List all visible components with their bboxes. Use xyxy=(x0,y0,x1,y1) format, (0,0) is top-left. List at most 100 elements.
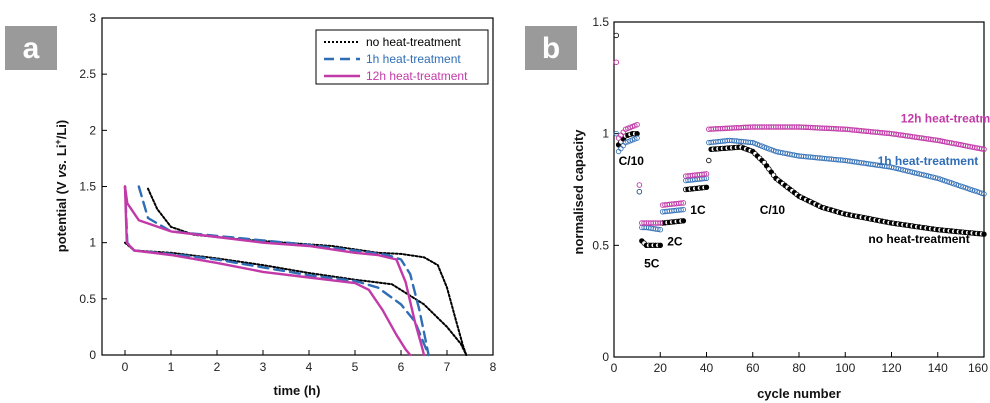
panel-a-y-label-part-1: potential (V xyxy=(54,178,69,252)
panel-a-series-12h-heat-treatment xyxy=(123,185,426,357)
panel-a-x-tick-label: 0 xyxy=(122,360,129,374)
panel-a-series xyxy=(123,185,468,357)
panel-b-x-tick-label: 60 xyxy=(746,361,760,375)
panel-a-line-no-heat-treatment-upper xyxy=(147,187,468,356)
panel-a-line-1h-heat-treatment-lower xyxy=(123,185,430,357)
panel-b-point-1h-heat-treatment xyxy=(953,181,959,188)
panel-b-ticks: 0 20 40 60 80 100 120 140 160 0 0.5 1 1.5 xyxy=(592,15,988,375)
panel-b-point-no-heat-treatment xyxy=(703,184,710,190)
panel-a-series-1h-heat-treatment xyxy=(123,185,430,357)
panel-b-point-1h-heat-treatment xyxy=(955,182,962,189)
panel-a-line-1h-heat-treatment-upper xyxy=(137,185,430,357)
panel-b-point-1h-heat-treatment xyxy=(942,177,948,184)
panel-b-point-1h-heat-treatment xyxy=(944,178,950,185)
panel-b-badge xyxy=(525,26,577,70)
panel-b-x-tick-label: 0 xyxy=(611,361,618,375)
panel-b-point-1h-heat-treatment xyxy=(935,175,941,181)
panel-b-point-1h-heat-treatment xyxy=(979,190,985,196)
panel-a-y-label-part-2: vs. xyxy=(54,160,69,178)
panel-b-x-tick-label: 120 xyxy=(881,361,901,375)
panel-b-point-12h-heat-treatment xyxy=(680,200,687,206)
panel-a-x-tick-label: 4 xyxy=(306,360,313,374)
panel-b-annotation-5c: 5C xyxy=(644,257,660,271)
panel-b-point-12h-heat-treatment xyxy=(981,146,987,153)
panel-a-y-axis-label: potential (V vs. Li+/Li) xyxy=(53,120,69,252)
panel-b-series-no-heat-treatment xyxy=(613,32,987,248)
panel-b-point-1h-heat-treatment xyxy=(937,176,943,182)
panel-b-annotation-2c: 2C xyxy=(667,234,683,248)
panel-a-legend-label-12h-heat-treatment: 12h heat-treatment xyxy=(366,69,468,83)
panel-a-line-no-heat-treatment-lower xyxy=(124,241,468,356)
panel-b-point-no-heat-treatment xyxy=(706,157,712,164)
panel-b-x-tick-label: 100 xyxy=(835,361,855,375)
panel-b-point-1h-heat-treatment xyxy=(680,206,687,213)
panel-b-point-1h-heat-treatment xyxy=(946,179,952,185)
panel-a-y-label-part-3: Li xyxy=(54,145,69,160)
panel-a-line-12h-heat-treatment-lower xyxy=(123,185,412,357)
panel-a-y-tick-label: 1.5 xyxy=(79,180,96,194)
panel-a-x-tick-label: 8 xyxy=(490,360,497,374)
panel-b-point-1h-heat-treatment xyxy=(981,191,987,197)
panel-b-point-1h-heat-treatment xyxy=(634,135,640,141)
panel-a-x-axis-label: time (h) xyxy=(274,383,321,398)
panel-a-ticks: 0 1 2 3 4 5 6 7 8 0 0.5 1 1.5 2 2.5 3 xyxy=(79,11,496,374)
panel-b-x-axis-label: cycle number xyxy=(757,386,841,401)
panel-b-point-1h-heat-treatment xyxy=(976,189,983,196)
panel-b-annotation-1h-heat-treatment: 1h heat-treatment xyxy=(878,154,979,168)
panel-a-y-label-part-4: + xyxy=(53,139,63,144)
panel-b-point-1h-heat-treatment xyxy=(939,177,946,183)
panel-a-x-tick-label: 6 xyxy=(398,360,405,374)
panel-b-point-no-heat-treatment xyxy=(680,218,687,224)
panel-b-series-1h-heat-treatment xyxy=(613,130,987,233)
panel-b-y-tick-label: 1 xyxy=(602,127,609,141)
panel-b-point-no-heat-treatment xyxy=(634,130,640,137)
panel-b-point-12h-heat-treatment xyxy=(613,59,620,65)
panel-a-line-12h-heat-treatment-upper xyxy=(123,185,426,357)
panel-b-point-1h-heat-treatment xyxy=(948,180,955,186)
panel-b-series xyxy=(613,32,987,248)
panel-a-legend-label-1h-heat-treatment: 1h heat-treatment xyxy=(366,52,461,66)
panel-b-annotation-1c: 1C xyxy=(690,203,706,217)
panel-b-point-12h-heat-treatment xyxy=(678,200,684,206)
panel-a-chart: a 0 1 2 3 4 5 6 7 8 0 0.5 1 1.5 2 2.5 3 no heat-treatme… xyxy=(5,11,497,398)
panel-a-legend-label-no-heat-treatment: no heat-treatment xyxy=(366,35,461,49)
panel-b-letter: b xyxy=(542,32,560,65)
panel-a-letter: a xyxy=(23,32,40,65)
panel-b-point-12h-heat-treatment xyxy=(636,182,643,188)
panel-b-point-12h-heat-treatment xyxy=(655,220,661,226)
panel-a-x-tick-label: 5 xyxy=(352,360,359,374)
panel-b-x-tick-label: 20 xyxy=(654,361,668,375)
panel-b-point-no-heat-treatment xyxy=(657,242,663,248)
panel-b-x-tick-label: 40 xyxy=(700,361,714,375)
panel-b-annotation-c-10: C/10 xyxy=(760,203,786,217)
panel-a-y-tick-label: 0.5 xyxy=(79,292,96,306)
panel-b-chart: b 0 20 40 60 80 100 120 140 160 0 0.5 1 1.5 C/10 5C 2C… xyxy=(525,15,990,401)
panel-b-x-tick-label: 160 xyxy=(968,361,988,375)
panel-b-point-1h-heat-treatment xyxy=(969,187,976,193)
panel-b-series-12h-heat-treatment xyxy=(613,59,987,226)
panel-b-x-tick-label: 140 xyxy=(928,361,948,375)
panel-b-annotations: C/10 5C 2C 1C C/10 12h heat-treatment 1h heat-… xyxy=(619,112,990,271)
panel-a-y-label-part-5: /Li) xyxy=(54,120,69,140)
panel-b-y-axis-label: normalised capacity xyxy=(571,129,586,255)
panel-b-point-1h-heat-treatment xyxy=(655,226,661,232)
panel-b-y-tick-label: 0 xyxy=(602,350,609,364)
panel-b-point-1h-heat-treatment xyxy=(636,188,643,195)
panel-b-point-1h-heat-treatment xyxy=(932,175,939,181)
panel-b-point-1h-heat-treatment xyxy=(958,183,964,189)
panel-b-y-tick-label: 0.5 xyxy=(592,238,609,252)
panel-b-point-1h-heat-treatment xyxy=(965,185,971,192)
panel-b-point-no-heat-treatment xyxy=(613,32,619,39)
panel-b-point-12h-heat-treatment xyxy=(657,220,664,226)
panel-b-point-1h-heat-treatment xyxy=(974,188,980,195)
panel-a-legend: no heat-treatment 1h heat-treatment 12h he… xyxy=(315,29,489,85)
panel-a-y-tick-label: 3 xyxy=(89,11,96,25)
panel-a-y-tick-label: 1 xyxy=(89,236,96,250)
panel-b-point-1h-heat-treatment xyxy=(967,186,973,192)
panel-a-badge xyxy=(5,26,57,70)
panel-b-point-12h-heat-treatment xyxy=(978,146,985,152)
panel-a-y-tick-label: 2.5 xyxy=(79,67,96,81)
panel-b-point-1h-heat-treatment xyxy=(972,188,978,194)
panel-b-plot-frame xyxy=(613,21,985,358)
